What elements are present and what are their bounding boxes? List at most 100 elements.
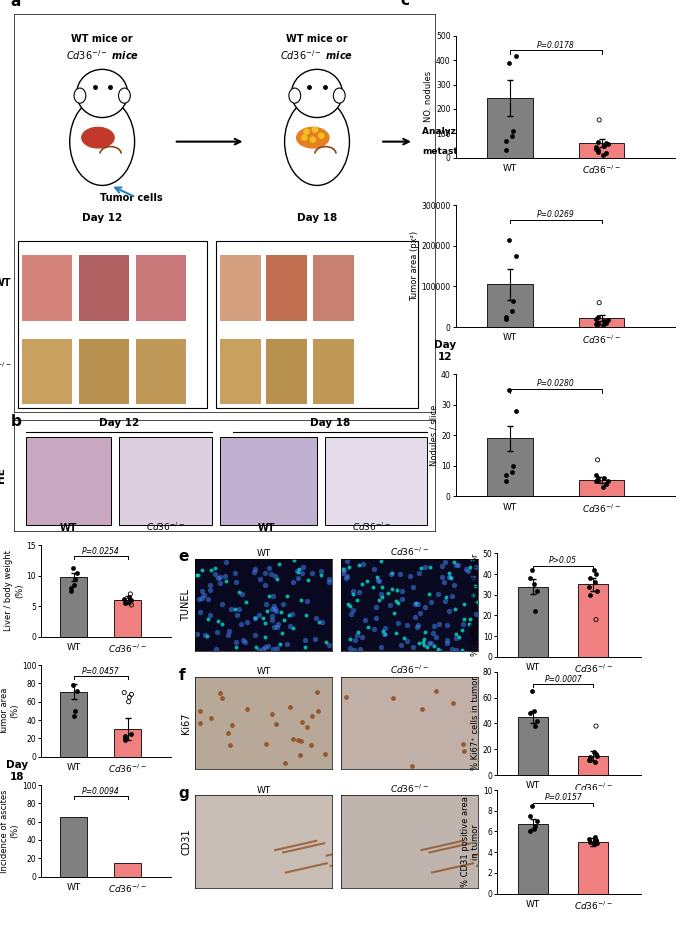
Point bbox=[451, 630, 462, 646]
Point bbox=[362, 620, 373, 635]
Point bbox=[250, 611, 261, 626]
Bar bbox=[313, 255, 353, 320]
Point bbox=[367, 579, 378, 594]
Point bbox=[401, 633, 412, 648]
Point bbox=[414, 636, 425, 651]
Point bbox=[221, 574, 232, 589]
Point bbox=[501, 309, 512, 324]
Point bbox=[273, 556, 284, 572]
Point bbox=[282, 636, 292, 651]
Point bbox=[396, 584, 407, 599]
Point bbox=[601, 316, 612, 331]
Point bbox=[408, 579, 419, 594]
Point bbox=[590, 567, 601, 582]
Point bbox=[205, 583, 216, 598]
Point bbox=[584, 750, 595, 765]
Ellipse shape bbox=[284, 98, 349, 186]
Point bbox=[125, 726, 136, 741]
Point bbox=[601, 136, 612, 151]
Point bbox=[414, 566, 425, 581]
Point bbox=[266, 601, 277, 616]
Text: P=0.0094: P=0.0094 bbox=[82, 787, 120, 795]
Point bbox=[506, 303, 517, 319]
Point bbox=[258, 642, 269, 657]
Point bbox=[468, 570, 479, 585]
Point bbox=[390, 626, 401, 641]
Point bbox=[420, 559, 431, 574]
Point bbox=[303, 573, 314, 588]
Point bbox=[344, 599, 355, 614]
Point bbox=[260, 629, 271, 645]
Point bbox=[592, 144, 603, 159]
Point bbox=[323, 572, 334, 587]
Ellipse shape bbox=[74, 88, 86, 103]
Point bbox=[361, 574, 372, 589]
Point bbox=[71, 684, 82, 699]
Bar bbox=[579, 480, 625, 497]
Point bbox=[340, 571, 351, 586]
Point bbox=[204, 607, 215, 622]
Y-axis label: Ki67: Ki67 bbox=[181, 712, 191, 734]
Point bbox=[212, 625, 223, 640]
Point bbox=[405, 569, 416, 584]
Point bbox=[427, 626, 438, 641]
Point bbox=[316, 614, 327, 629]
Point bbox=[446, 570, 457, 585]
Point bbox=[530, 819, 540, 834]
Bar bbox=[220, 437, 317, 525]
Circle shape bbox=[77, 69, 127, 118]
Point bbox=[508, 458, 519, 473]
Text: P=0.0007: P=0.0007 bbox=[545, 675, 582, 684]
Text: $Cd36^{-/-}$: $Cd36^{-/-}$ bbox=[352, 520, 391, 533]
Point bbox=[584, 752, 595, 767]
Bar bbox=[488, 284, 533, 327]
Point bbox=[382, 586, 393, 601]
Point bbox=[212, 570, 223, 585]
Point bbox=[344, 559, 355, 574]
Point bbox=[210, 567, 221, 582]
Point bbox=[590, 139, 601, 155]
Title: WT: WT bbox=[256, 549, 271, 557]
Point bbox=[380, 627, 391, 642]
Point bbox=[446, 642, 457, 657]
Point bbox=[323, 637, 334, 652]
Point bbox=[274, 636, 285, 651]
Title: WT: WT bbox=[256, 667, 271, 676]
Point bbox=[593, 470, 603, 485]
Point bbox=[284, 699, 295, 714]
Point bbox=[123, 590, 134, 605]
Point bbox=[602, 312, 613, 327]
Point bbox=[506, 128, 517, 143]
Point bbox=[410, 610, 421, 625]
Point bbox=[267, 588, 278, 603]
Point bbox=[464, 559, 475, 574]
Point bbox=[412, 618, 423, 633]
Point bbox=[223, 628, 234, 643]
Point bbox=[227, 718, 238, 733]
Title: $Cd36^{-/-}$: $Cd36^{-/-}$ bbox=[390, 664, 429, 676]
Point bbox=[456, 623, 467, 638]
Point bbox=[410, 596, 421, 611]
Point bbox=[288, 552, 299, 567]
Point bbox=[445, 569, 456, 584]
Point bbox=[423, 587, 434, 602]
Point bbox=[197, 584, 208, 599]
Ellipse shape bbox=[289, 88, 301, 103]
Point bbox=[275, 605, 286, 620]
Point bbox=[279, 756, 290, 771]
Point bbox=[306, 565, 317, 580]
Point bbox=[388, 690, 399, 705]
Bar bbox=[22, 339, 72, 405]
Point bbox=[530, 719, 540, 734]
Point bbox=[375, 587, 386, 602]
Text: $Cd36^{-/-}$ mice: $Cd36^{-/-}$ mice bbox=[66, 48, 139, 62]
Circle shape bbox=[303, 129, 310, 135]
Point bbox=[371, 611, 382, 626]
Point bbox=[433, 642, 444, 657]
Point bbox=[420, 625, 431, 640]
Point bbox=[377, 579, 388, 594]
Point bbox=[510, 248, 521, 264]
Point bbox=[597, 480, 608, 495]
Y-axis label: Incidence of ascites
(%): Incidence of ascites (%) bbox=[0, 789, 19, 872]
Bar bbox=[578, 756, 608, 775]
